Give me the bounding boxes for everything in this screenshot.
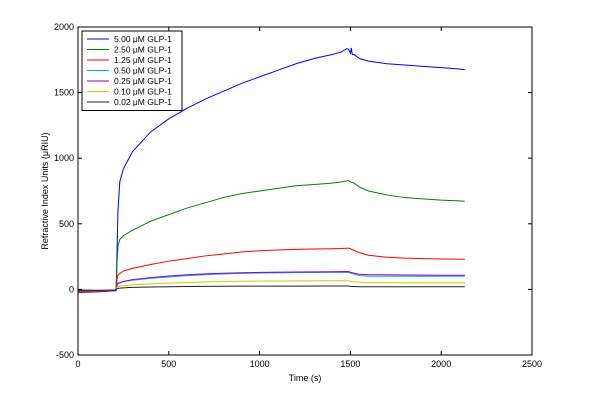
series-layer bbox=[77, 47, 465, 294]
x-tick-label: 2000 bbox=[431, 359, 451, 369]
legend-label-4: 0.50 μM GLP-1 bbox=[114, 66, 172, 76]
y-tick-label: 0 bbox=[69, 284, 74, 294]
x-tick-label: 1000 bbox=[250, 359, 270, 369]
legend-label-3: 1.25 μM GLP-1 bbox=[114, 55, 172, 65]
y-axis-label: Refractive Index Units (μRIU) bbox=[40, 132, 50, 249]
x-tick-label: 0 bbox=[75, 359, 80, 369]
legend-label-6: 0.10 μM GLP-1 bbox=[114, 87, 172, 97]
series-line-6 bbox=[77, 280, 465, 292]
series-line-7 bbox=[77, 285, 465, 292]
x-axis-label: Time (s) bbox=[289, 373, 322, 383]
y-tick-label: 500 bbox=[59, 219, 74, 229]
legend-label-2: 2.50 μM GLP-1 bbox=[114, 45, 172, 55]
legend: 5.00 μM GLP-12.50 μM GLP-11.25 μM GLP-10… bbox=[81, 30, 183, 111]
x-tick-label: 1500 bbox=[340, 359, 360, 369]
series-line-3 bbox=[77, 247, 465, 293]
series-line-5 bbox=[77, 271, 465, 294]
y-tick-label: 2000 bbox=[54, 22, 74, 32]
legend-label-7: 0.02 μM GLP-1 bbox=[114, 97, 172, 107]
series-line-2 bbox=[77, 179, 465, 291]
legend-label-5: 0.25 μM GLP-1 bbox=[114, 76, 172, 86]
x-tick-label: 500 bbox=[161, 359, 176, 369]
y-tick-label: 1500 bbox=[54, 88, 74, 98]
series-line-1 bbox=[77, 47, 465, 292]
y-tick-label: 1000 bbox=[54, 153, 74, 163]
x-tick-label: 2500 bbox=[522, 359, 542, 369]
axes-frame bbox=[77, 26, 533, 356]
y-tick-label: -500 bbox=[56, 350, 74, 360]
legend-label-1: 5.00 μM GLP-1 bbox=[114, 34, 172, 44]
